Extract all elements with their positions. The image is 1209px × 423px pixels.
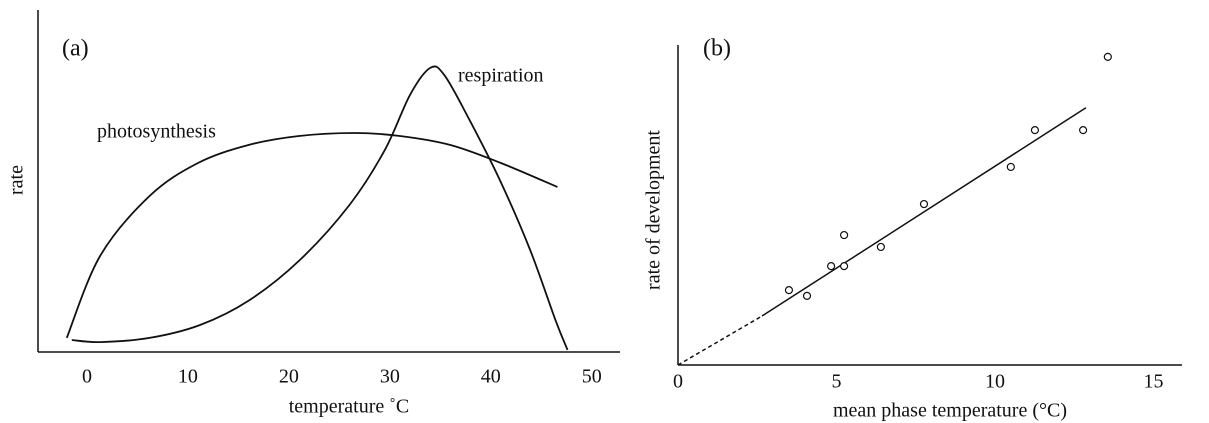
point <box>1030 126 1040 135</box>
point <box>919 199 929 209</box>
x-tick-label: 10 <box>985 371 1005 393</box>
x-axis-label: temperature ˚C <box>289 396 410 418</box>
point <box>839 262 849 271</box>
x-tick-label: 50 <box>582 366 602 388</box>
y-axis-label: rate <box>6 165 28 195</box>
x-tick-label: 0 <box>82 366 92 388</box>
series-label: respiration <box>458 65 544 87</box>
y-axis-label: rate of development <box>643 130 665 290</box>
curve <box>65 132 558 339</box>
point <box>876 242 885 252</box>
point <box>802 291 812 300</box>
series-label: photosynthesis <box>97 121 216 143</box>
x-tick-label: 5 <box>831 371 841 393</box>
panel-label: (a) <box>62 36 89 62</box>
fit-line <box>761 107 1087 317</box>
point <box>827 262 836 271</box>
fit-line <box>677 315 763 366</box>
x-axis-label: mean phase temperature (°C) <box>833 400 1067 422</box>
curve <box>71 65 569 351</box>
x-tick-label: 10 <box>178 366 198 388</box>
point <box>1006 162 1015 172</box>
point <box>839 230 849 240</box>
point <box>784 286 794 295</box>
panel-label: (b) <box>703 36 731 62</box>
x-tick-label: 40 <box>481 366 501 388</box>
x-tick-label: 20 <box>279 366 299 388</box>
point <box>1103 52 1112 61</box>
x-tick-label: 15 <box>1143 371 1163 393</box>
point <box>1079 126 1088 135</box>
x-tick-label: 30 <box>380 366 400 388</box>
x-tick-label: 0 <box>673 371 683 393</box>
